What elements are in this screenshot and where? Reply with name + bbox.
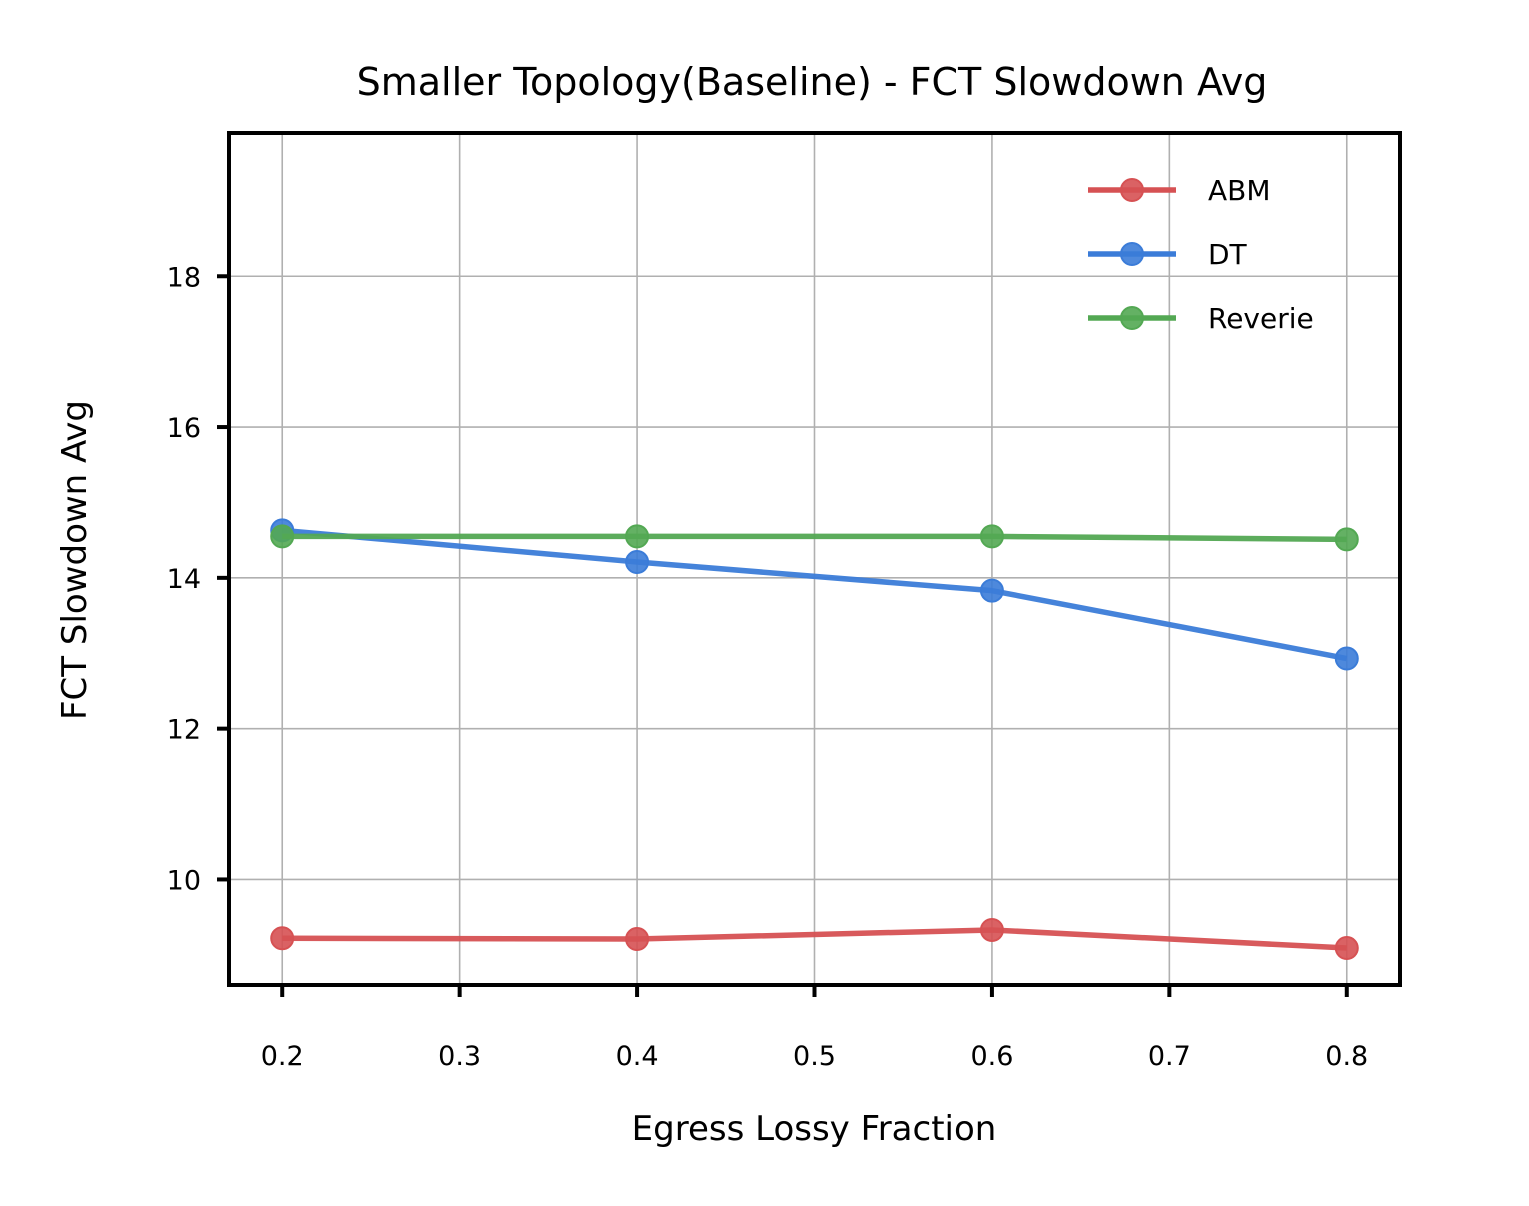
legend-item-abm: ABM: [1088, 174, 1271, 207]
data-point-abm: [1334, 936, 1359, 961]
legend-label: DT: [1208, 238, 1248, 271]
x-tick-label: 0.5: [793, 1041, 836, 1072]
y-axis-label: FCT Slowdown Avg: [55, 400, 95, 720]
x-axis-label: Egress Lossy Fraction: [632, 1109, 997, 1149]
data-point-abm: [625, 927, 650, 952]
data-point-abm: [979, 917, 1004, 942]
legend-swatch-marker: [1120, 178, 1144, 202]
grid-lines: [229, 133, 1400, 985]
data-point-dt: [625, 550, 650, 575]
x-tick-label: 0.2: [261, 1041, 304, 1072]
x-tick-label: 0.4: [616, 1041, 659, 1072]
data-point-reverie: [270, 524, 295, 549]
y-tick-label: 14: [167, 564, 201, 595]
y-tick-label: 18: [167, 262, 201, 293]
legend-swatch-marker: [1120, 306, 1144, 330]
data-point-reverie: [979, 524, 1004, 549]
series-abm: [270, 917, 1359, 961]
legend-swatch-marker: [1120, 242, 1144, 266]
data-point-abm: [270, 926, 295, 951]
legend-label: Reverie: [1208, 302, 1314, 335]
series-reverie: [270, 524, 1359, 552]
y-tick-label: 10: [167, 865, 201, 896]
legend-item-dt: DT: [1088, 238, 1248, 271]
y-tick-label: 16: [167, 413, 201, 444]
axis-ticks: 0.2 0.3 0.4 0.5 0.6 0.7 0.8 10 12 14 16 18: [167, 262, 1369, 1072]
x-tick-label: 0.6: [970, 1041, 1013, 1072]
x-tick-label: 0.7: [1148, 1041, 1191, 1072]
series-line-abm: [282, 927, 1347, 951]
series-line-dt: [281, 527, 1348, 662]
y-tick-label: 12: [167, 715, 201, 746]
series-line-reverie: [282, 533, 1347, 543]
data-point-reverie: [625, 524, 650, 549]
x-tick-label: 0.8: [1325, 1041, 1368, 1072]
legend-item-reverie: Reverie: [1088, 302, 1314, 335]
chart-title: Smaller Topology(Baseline) - FCT Slowdow…: [357, 60, 1268, 104]
legend: ABM DT Reverie: [1088, 174, 1314, 335]
data-point-reverie: [1334, 527, 1359, 552]
legend-label: ABM: [1208, 174, 1271, 207]
plot-series: [270, 518, 1359, 961]
data-point-dt: [979, 578, 1004, 603]
x-tick-label: 0.3: [438, 1041, 481, 1072]
data-point-dt: [1334, 646, 1359, 671]
